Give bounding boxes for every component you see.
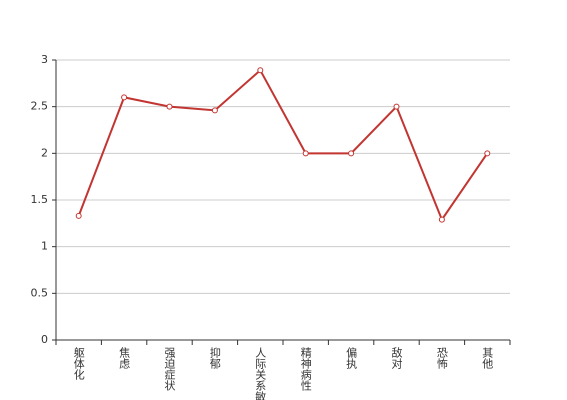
y-tick-label: 0 <box>41 333 48 346</box>
y-tick-label: 1.5 <box>31 193 49 206</box>
y-tick-label: 3 <box>41 53 48 66</box>
x-tick-label: 躯体化 <box>72 347 85 381</box>
point <box>121 94 128 101</box>
y-tick-label: 1 <box>41 240 48 253</box>
x-tick-label: 恐怖 <box>435 347 448 369</box>
y-tick-label: 2 <box>41 146 48 159</box>
x-tick-label: 其他 <box>481 347 494 369</box>
x-tick-label: 敌对 <box>390 346 403 369</box>
y-tick-label: 2.5 <box>31 100 49 113</box>
x-tick-label: 抑郁 <box>208 346 221 369</box>
point <box>257 67 264 74</box>
point <box>75 212 82 219</box>
point <box>166 103 173 110</box>
point <box>393 103 400 110</box>
x-tick-label: 焦虑 <box>118 347 131 369</box>
y-tick-label: 0.5 <box>31 286 49 299</box>
line <box>77 68 489 222</box>
point <box>348 150 355 157</box>
x-tick-label: 精神病性 <box>299 347 312 392</box>
point <box>211 107 218 114</box>
x-tick-label: 偏执 <box>345 346 358 370</box>
point <box>438 216 445 223</box>
point <box>302 150 309 157</box>
point <box>484 150 491 157</box>
x-tick-label: 强迫症状 <box>163 347 176 391</box>
x-tick-label: 人际关系敏感 <box>254 347 267 400</box>
